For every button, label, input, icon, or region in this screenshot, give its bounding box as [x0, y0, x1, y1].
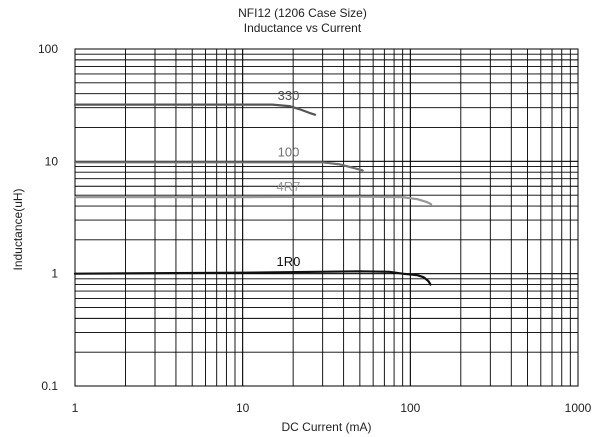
series-label-100: 100 — [278, 144, 300, 159]
y-tick-label: 0.1 — [41, 379, 58, 393]
y-axis-label: Inductance(uH) — [11, 188, 25, 270]
y-tick-label: 1 — [51, 267, 58, 281]
grid — [74, 48, 579, 387]
x-tick-label: 10 — [236, 401, 250, 415]
y-tick-label: 10 — [45, 154, 59, 168]
series-line-1R0 — [73, 270, 432, 286]
series-label-330: 330 — [278, 88, 300, 103]
y-tick-label: 100 — [38, 42, 58, 56]
series-label-1R0: 1R0 — [277, 254, 301, 269]
series-line-100 — [73, 161, 364, 172]
x-axis-label: DC Current (mA) — [281, 420, 371, 434]
x-tick-label: 1000 — [565, 401, 592, 415]
series-line-4R7 — [73, 195, 433, 206]
series-line-330 — [73, 103, 317, 116]
chart-title: NFI12 (1206 Case Size) — [238, 6, 367, 20]
series-label-4R7: 4R7 — [277, 179, 301, 194]
series-labels: 330 100 4R7 1R0 — [277, 88, 301, 269]
x-tick-label: 1 — [72, 401, 79, 415]
tick-labels: 1 10 100 1000 0.1 1 10 100 — [38, 42, 592, 415]
series-lines — [73, 103, 433, 286]
x-tick-label: 100 — [400, 401, 420, 415]
chart-subtitle: Inductance vs Current — [243, 21, 362, 35]
plot-frame — [74, 48, 579, 387]
